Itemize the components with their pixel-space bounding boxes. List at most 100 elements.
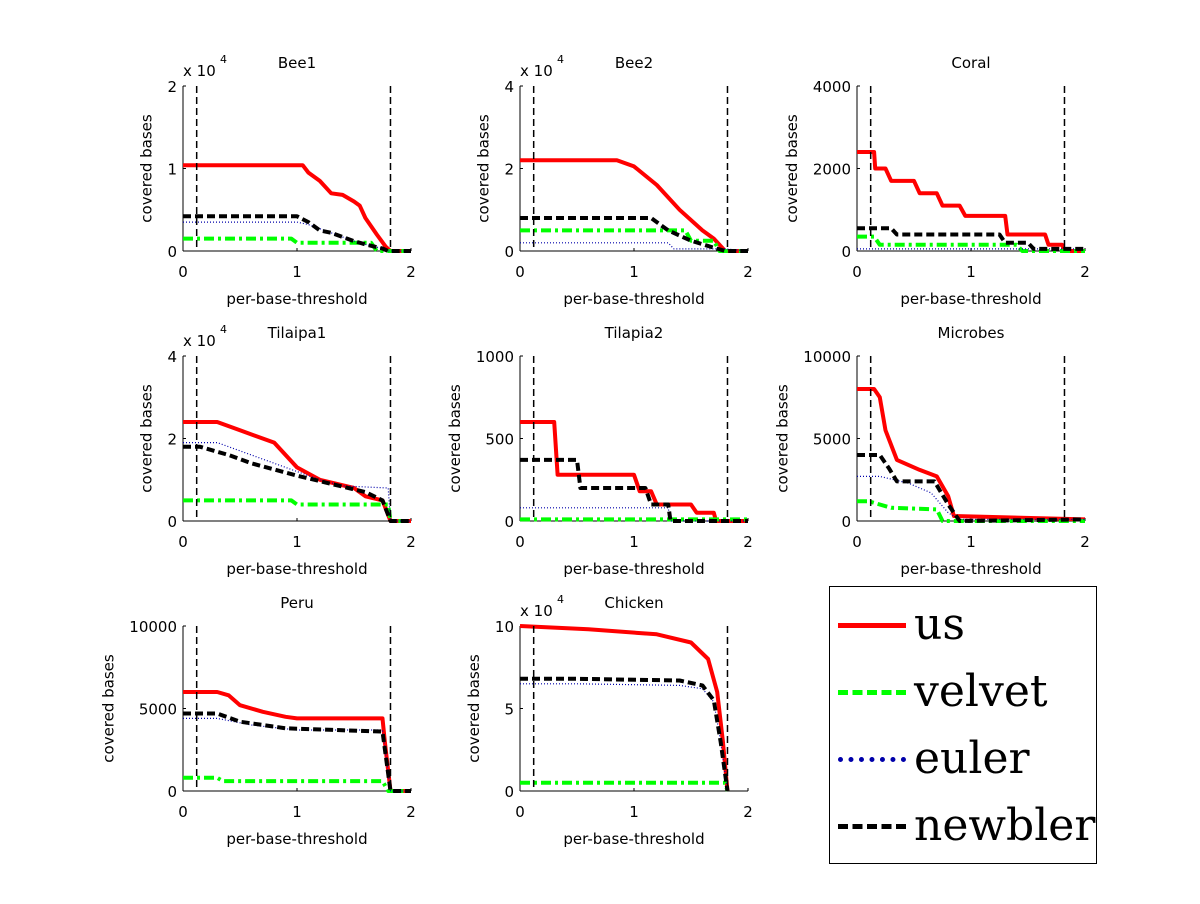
x-tick-label: 1 xyxy=(966,263,976,281)
series-line-newbler xyxy=(857,453,1086,523)
series-line-velvet xyxy=(183,775,411,793)
y-axis-label: covered bases xyxy=(99,654,117,763)
x-axis-label: per-base-threshold xyxy=(226,290,367,308)
series-line-euler xyxy=(183,442,411,522)
series-line-euler xyxy=(520,683,729,792)
y-tick-label: 4 xyxy=(504,78,514,96)
y-tick-label: 0 xyxy=(504,783,514,801)
series-line-newbler xyxy=(520,676,730,792)
x-tick-label: 2 xyxy=(406,263,416,281)
series-line-newbler xyxy=(183,444,411,523)
subplot-title: Microbes xyxy=(938,324,1005,342)
series-line-euler xyxy=(183,221,411,252)
series-line-us xyxy=(183,420,411,523)
x-tick-label: 1 xyxy=(292,533,302,551)
y-tick-label: 4000 xyxy=(813,78,851,96)
series-line-velvet xyxy=(520,780,730,792)
x-tick-label: 2 xyxy=(406,533,416,551)
y-tick-label: 5000 xyxy=(139,701,177,719)
series-line-newbler xyxy=(857,226,1085,251)
x-tick-label: 1 xyxy=(629,263,639,281)
legend-item-euler: euler xyxy=(838,729,1030,789)
series-line-newbler xyxy=(183,214,411,253)
x-tick-label: 2 xyxy=(1080,263,1090,281)
subplot-title: Bee1 xyxy=(278,54,316,72)
x-tick-label: 0 xyxy=(852,263,862,281)
y-axis-label: covered bases xyxy=(783,114,801,223)
x-tick-label: 1 xyxy=(292,803,302,821)
y-tick-label: 10000 xyxy=(129,618,177,636)
series-line-velvet xyxy=(183,236,411,253)
y-tick-label: 0 xyxy=(167,243,177,261)
series-line-us xyxy=(520,158,748,253)
y-axis-label: covered bases xyxy=(137,384,155,493)
x-tick-label: 1 xyxy=(629,803,639,821)
legend-swatch xyxy=(838,689,906,695)
series-line-us xyxy=(857,150,1085,253)
y-axis-label: covered bases xyxy=(446,384,464,493)
series-line-us xyxy=(183,163,411,253)
subplot-title: Tilapia2 xyxy=(604,324,664,342)
y-axis-label: covered bases xyxy=(773,384,791,493)
exponent-power: 4 xyxy=(220,323,227,336)
series-line-euler xyxy=(520,242,749,252)
legend-label: euler xyxy=(914,733,1030,784)
subplot-chicken: 0 1 2 0 5 10 Chicken per-base-threshold covered … xyxy=(465,593,753,848)
y-tick-label: 0 xyxy=(841,513,851,531)
x-tick-label: 0 xyxy=(515,263,525,281)
x-axis-label: per-base-threshold xyxy=(563,560,704,578)
exponent-power: 4 xyxy=(557,593,564,606)
legend-item-newbler: newbler xyxy=(838,796,1095,856)
x-tick-label: 2 xyxy=(743,263,753,281)
x-tick-label: 0 xyxy=(515,803,525,821)
x-tick-label: 0 xyxy=(178,803,188,821)
legend-swatch xyxy=(838,823,906,829)
y-tick-label: 500 xyxy=(485,431,514,449)
subplot-bee1: 0 1 2 0 1 2 Bee1 per-base-threshold covered base… xyxy=(137,53,415,308)
y-tick-label: 0 xyxy=(167,513,177,531)
x-tick-label: 0 xyxy=(178,533,188,551)
subplot-tilapia2: 0 1 2 0 500 1000 Tilapia2 per-base-threshold cov… xyxy=(446,324,753,578)
y-tick-label: 0 xyxy=(504,513,514,531)
series-line-velvet xyxy=(520,228,748,253)
x-tick-label: 1 xyxy=(292,263,302,281)
subplot-tilaipa1: 0 1 2 0 2 4 Tilaipa1 per-base-threshold covered … xyxy=(137,323,415,578)
subplot-title: Tilaipa1 xyxy=(267,324,327,342)
legend-item-us: us xyxy=(838,595,965,655)
series-line-velvet xyxy=(857,499,1085,523)
legend-label: newbler xyxy=(914,800,1096,851)
subplot-title: Chicken xyxy=(604,594,663,612)
y-axis-label: covered bases xyxy=(474,114,492,223)
y-tick-label: 0 xyxy=(167,783,177,801)
y-tick-label: 1000 xyxy=(476,348,514,366)
y-tick-label: 5000 xyxy=(813,431,851,449)
x-tick-label: 2 xyxy=(406,803,416,821)
series-line-newbler xyxy=(520,457,748,523)
y-axis-label: covered bases xyxy=(137,114,155,223)
x-tick-label: 2 xyxy=(743,533,753,551)
legend-label: velvet xyxy=(914,666,1048,717)
y-tick-label: 2 xyxy=(167,78,177,96)
y-axis-label: covered bases xyxy=(465,654,483,763)
subplot-peru: 0 1 2 0 5000 10000 Peru per-base-threshold cover… xyxy=(99,594,415,848)
subplot-title: Bee2 xyxy=(615,54,653,72)
series-line-us xyxy=(857,387,1086,522)
x-tick-label: 0 xyxy=(178,263,188,281)
series-line-us xyxy=(520,420,748,523)
subplot-title: Peru xyxy=(280,594,313,612)
exponent-power: 4 xyxy=(220,53,227,66)
series-line-euler xyxy=(857,475,1085,521)
exponent-label: x 10 xyxy=(520,62,553,80)
subplot-title: Coral xyxy=(951,54,990,72)
x-axis-label: per-base-threshold xyxy=(563,290,704,308)
x-axis-label: per-base-threshold xyxy=(900,560,1041,578)
x-axis-label: per-base-threshold xyxy=(226,830,367,848)
series-line-newbler xyxy=(520,216,748,253)
series-line-velvet xyxy=(183,498,411,523)
x-tick-label: 1 xyxy=(966,533,976,551)
series-line-velvet xyxy=(857,234,1085,253)
subplot-microbes: 0 1 2 0 5000 10000 Microbes per-base-threshold c… xyxy=(773,324,1089,578)
y-tick-label: 10 xyxy=(495,618,514,636)
x-tick-label: 0 xyxy=(852,533,862,551)
